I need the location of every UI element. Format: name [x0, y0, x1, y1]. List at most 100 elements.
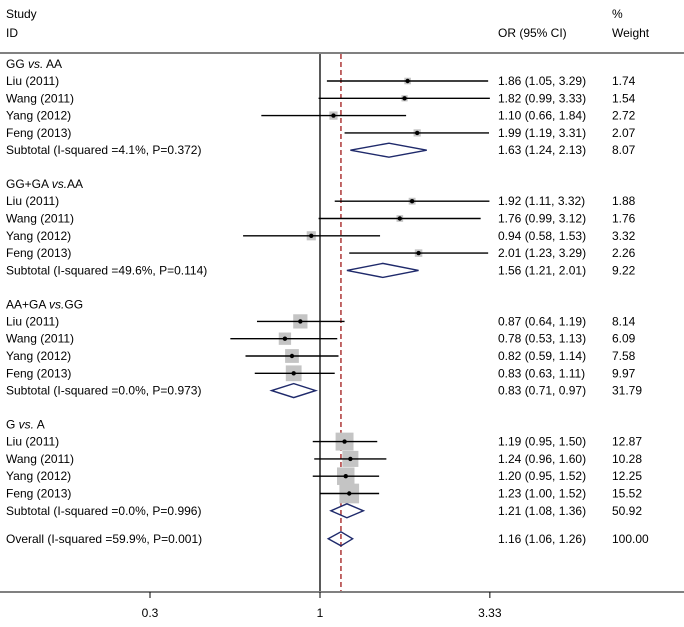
subtotal-diamond — [346, 262, 419, 279]
study-point — [342, 439, 347, 444]
subtotal-ci-value: 1.21 (1.08, 1.36) — [498, 504, 586, 518]
study-weight-value: 12.87 — [612, 435, 642, 449]
study-point — [397, 216, 403, 221]
header-weight-label: Weight — [612, 26, 650, 40]
subtotal-label: Subtotal (I-squared =0.0%, P=0.973) — [6, 384, 201, 398]
study-ci-value: 1.99 (1.19, 3.31) — [498, 126, 586, 140]
study-weight-value: 12.25 — [612, 469, 642, 483]
study-label: Liu (2011) — [6, 194, 59, 208]
study-point — [343, 474, 348, 479]
overall-ci-value: 1.16 (1.06, 1.26) — [498, 532, 586, 546]
text-layer: GG vs. AA Liu (2011) 1.86 (1.05, 3.29) 1.74… — [6, 57, 649, 546]
study-weight-value: 1.76 — [612, 212, 636, 226]
subtotal-weight-value: 31.79 — [612, 384, 642, 398]
subtotal-diamond — [269, 382, 319, 399]
study-label: Feng (2013) — [6, 366, 71, 380]
group-title: GG+GA vs.AA — [6, 177, 83, 191]
x-tick-label: 3.33 — [478, 606, 502, 620]
study-weight-value: 15.52 — [612, 487, 642, 501]
study-label: Feng (2013) — [6, 487, 71, 501]
study-weight-value: 6.09 — [612, 332, 636, 346]
subtotal-label: Subtotal (I-squared =49.6%, P=0.114) — [6, 263, 207, 277]
subtotal-weight-value: 9.22 — [612, 263, 636, 277]
subtotal-ci-value: 1.56 (1.21, 2.01) — [498, 263, 586, 277]
study-ci-value: 1.82 (0.99, 3.33) — [498, 91, 586, 105]
study-label: Liu (2011) — [6, 435, 59, 449]
study-point — [291, 371, 296, 376]
group-title-part: AA+GA — [6, 297, 49, 311]
subtotal-label: Subtotal (I-squared =4.1%, P=0.372) — [6, 143, 201, 157]
study-point — [348, 456, 353, 462]
study-label: Yang (2012) — [6, 469, 71, 483]
header-id-label: ID — [6, 26, 18, 40]
study-ci-value: 1.86 (1.05, 3.29) — [498, 74, 586, 88]
group-title: G vs. A — [6, 418, 45, 432]
study-point — [416, 250, 421, 256]
overall-weight-value: 100.00 — [612, 532, 649, 546]
subtotal-weight-value: 8.07 — [612, 143, 636, 157]
header: Study ID OR (95% CI) % Weight — [6, 7, 650, 40]
study-label: Wang (2011) — [6, 452, 74, 466]
subtotal-weight-value: 50.92 — [612, 504, 642, 518]
study-ci-value: 2.01 (1.23, 3.29) — [498, 246, 586, 260]
header-study-label: Study — [6, 7, 37, 21]
study-ci-value: 1.24 (0.96, 1.60) — [498, 452, 586, 466]
x-axis: 0.3 1 3.33 — [142, 592, 502, 620]
study-point — [282, 336, 288, 341]
study-ci-value: 0.87 (0.64, 1.19) — [498, 314, 586, 328]
subtotal-ci-value: 0.83 (0.71, 0.97) — [498, 384, 586, 398]
study-weight-value: 2.26 — [612, 246, 636, 260]
group-title-part: G — [6, 418, 19, 432]
header-weight-percent: % — [612, 7, 623, 21]
study-point — [402, 96, 407, 101]
study-point — [409, 199, 415, 204]
study-label: Yang (2012) — [6, 229, 71, 243]
study-ci-value: 1.19 (0.95, 1.50) — [498, 435, 586, 449]
study-point — [289, 353, 295, 359]
study-weight-value: 1.54 — [612, 91, 636, 105]
study-point — [405, 78, 410, 84]
group-title-part: GG — [64, 297, 83, 311]
study-ci-value: 1.20 (0.95, 1.52) — [498, 469, 586, 483]
group-title-vs: vs. — [49, 297, 64, 311]
header-or-label: OR (95% CI) — [498, 26, 567, 40]
study-label: Yang (2012) — [6, 109, 71, 123]
study-ci-value: 1.76 (0.99, 3.12) — [498, 212, 586, 226]
plot-layer — [230, 54, 490, 591]
group-title-vs: vs. — [52, 177, 67, 191]
study-weight-value: 1.88 — [612, 194, 636, 208]
study-ci-value: 1.10 (0.66, 1.84) — [498, 109, 586, 123]
subtotal-ci-value: 1.63 (1.24, 2.13) — [498, 143, 586, 157]
x-tick-label: 0.3 — [142, 606, 159, 620]
study-label: Wang (2011) — [6, 332, 74, 346]
study-label: Yang (2012) — [6, 349, 71, 363]
group-title: GG vs. AA — [6, 57, 62, 71]
overall-diamond — [326, 530, 354, 547]
study-ci-value: 0.94 (0.58, 1.53) — [498, 229, 586, 243]
study-label: Feng (2013) — [6, 246, 71, 260]
group-title-part: GG+GA — [6, 177, 52, 191]
study-ci-value: 1.23 (1.00, 1.52) — [498, 487, 586, 501]
x-tick-label: 1 — [317, 606, 324, 620]
study-label: Wang (2011) — [6, 212, 74, 226]
study-ci-value: 0.82 (0.59, 1.14) — [498, 349, 586, 363]
study-weight-value: 2.72 — [612, 109, 636, 123]
study-weight-value: 8.14 — [612, 314, 636, 328]
study-ci-value: 1.92 (1.11, 3.32) — [498, 194, 585, 208]
study-label: Liu (2011) — [6, 74, 59, 88]
subtotal-diamond — [350, 142, 427, 158]
group-title-part: GG — [6, 57, 28, 71]
study-point — [298, 319, 303, 324]
group-title-vs: vs. — [28, 57, 43, 71]
study-weight-value: 1.74 — [612, 74, 636, 88]
study-weight-value: 7.58 — [612, 349, 636, 363]
overall-label: Overall (I-squared =59.9%, P=0.001) — [6, 532, 202, 546]
study-ci-value: 0.83 (0.63, 1.11) — [498, 366, 585, 380]
study-point — [309, 233, 314, 238]
study-weight-value: 10.28 — [612, 452, 642, 466]
study-point — [414, 130, 420, 136]
subtotal-label: Subtotal (I-squared =0.0%, P=0.996) — [6, 504, 201, 518]
study-label: Wang (2011) — [6, 91, 74, 105]
study-weight-value: 2.07 — [612, 126, 636, 140]
